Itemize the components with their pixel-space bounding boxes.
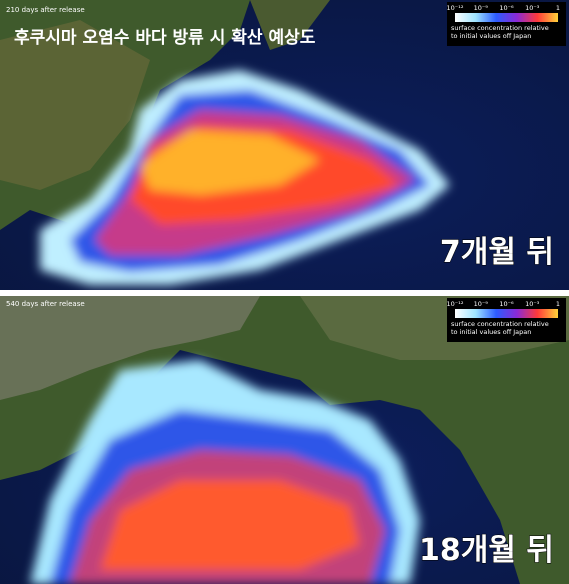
- colorbar-caption: surface concentration relative: [451, 24, 549, 32]
- panel-bottom: 540 days after release 18개월 뒤: [0, 296, 569, 584]
- colorbar-tick: 10⁻³: [525, 4, 540, 12]
- panel-caption: 210 days after release: [6, 6, 85, 14]
- colorbar-caption: surface concentration relative: [451, 320, 549, 328]
- colorbar-box: [447, 298, 566, 342]
- colorbar-caption: to initial values off Japan: [451, 328, 531, 336]
- colorbar-tick: 10⁻⁶: [499, 4, 514, 12]
- panel-caption: 540 days after release: [6, 300, 85, 308]
- title: 후쿠시마 오염수 바다 방류 시 확산 예상도: [14, 27, 316, 48]
- colorbar: [455, 309, 558, 318]
- divider: [0, 290, 569, 296]
- colorbar-caption: to initial values off Japan: [451, 32, 531, 40]
- colorbar-tick: 10⁻⁹: [474, 300, 489, 308]
- colorbar-tick: 10⁻³: [525, 300, 540, 308]
- colorbar-tick: 1: [556, 300, 560, 308]
- panel-label: 7개월 뒤: [440, 235, 554, 270]
- colorbar: [455, 13, 558, 22]
- colorbar-tick: 10⁻¹²: [447, 300, 464, 308]
- panel-top: 210 days after release 후쿠시마 오염수 바다 방류 시 …: [0, 0, 569, 290]
- colorbar-box: [447, 2, 566, 46]
- colorbar-tick: 10⁻¹²: [447, 4, 464, 12]
- colorbar-tick: 1: [556, 4, 560, 12]
- panel-label: 18개월 뒤: [419, 533, 554, 568]
- colorbar-tick: 10⁻⁹: [474, 4, 489, 12]
- colorbar-tick: 10⁻⁶: [499, 300, 514, 308]
